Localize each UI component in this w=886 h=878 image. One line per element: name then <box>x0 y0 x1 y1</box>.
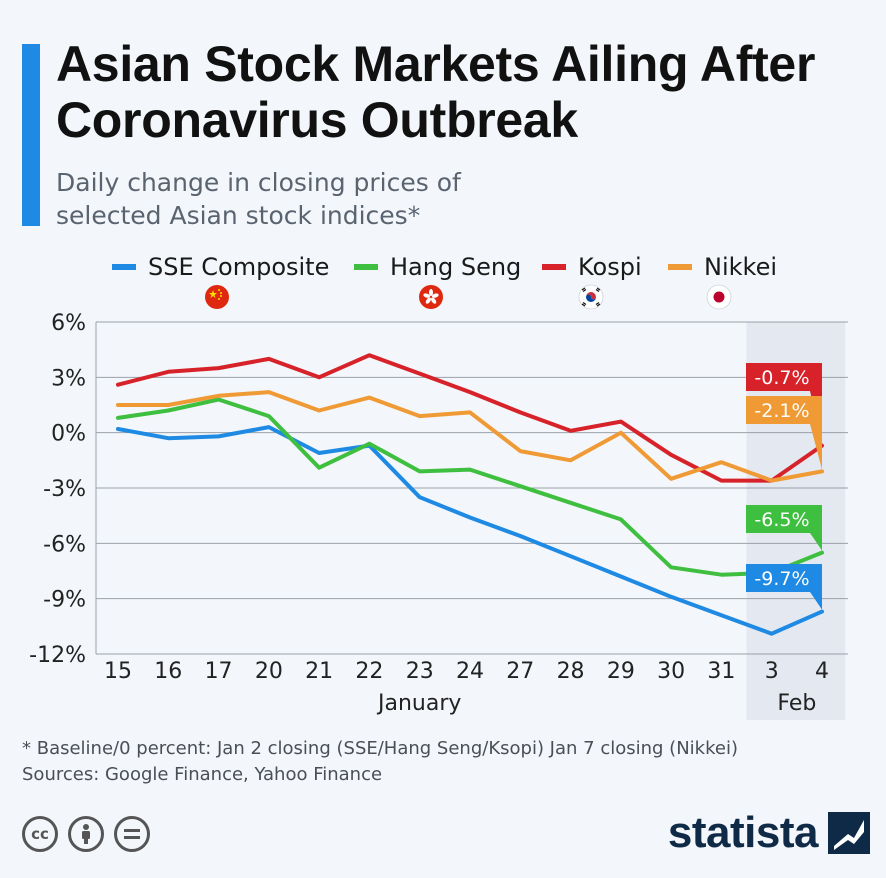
cc-icon[interactable]: cc <box>22 816 58 852</box>
footnote: * Baseline/0 percent: Jan 2 closing (SSE… <box>22 736 872 788</box>
page-subtitle: Daily change in closing prices of select… <box>56 166 756 232</box>
series-line-hang-seng <box>116 397 824 577</box>
x-tick-label: 4 <box>815 659 829 684</box>
brand-name: statista <box>667 808 819 857</box>
x-tick-label: 23 <box>406 659 434 684</box>
chart-legend: SSE Composite Hang Seng Kospi Nikkei <box>0 250 886 320</box>
x-tick-label: 24 <box>456 659 484 684</box>
x-tick-label: 20 <box>255 659 283 684</box>
end-label-box <box>746 505 822 551</box>
page-title: Asian Stock Markets Ailing After Coronav… <box>56 36 816 148</box>
end-value-label: -6.5% <box>754 509 809 531</box>
y-tick-label: -6% <box>43 532 86 557</box>
y-tick-label: 6% <box>51 311 86 336</box>
end-label-box <box>746 363 822 444</box>
legend-swatch <box>542 264 566 270</box>
x-tick-label: 29 <box>607 659 635 684</box>
legend-label: Kospi <box>578 253 642 281</box>
x-tick-label: 17 <box>205 659 233 684</box>
x-tick-label: 22 <box>355 659 383 684</box>
title-accent-bar <box>22 44 40 226</box>
series-line-kospi <box>116 353 824 483</box>
x-tick-label: 30 <box>657 659 685 684</box>
japan-flag-icon <box>706 284 732 310</box>
legend-item-nikkei: Nikkei <box>668 250 777 284</box>
y-tick-label: 3% <box>51 366 86 391</box>
end-label-box <box>746 396 822 470</box>
y-tick-label: -3% <box>43 477 86 502</box>
legend-label: Hang Seng <box>390 253 522 281</box>
end-value-label: -0.7% <box>754 367 809 389</box>
x-tick-label: 31 <box>707 659 735 684</box>
x-tick-label: 28 <box>557 659 585 684</box>
subtitle-line-1: Daily change in closing prices of <box>56 168 461 197</box>
legend-item-kospi: Kospi <box>542 250 642 284</box>
footnote-sources: Sources: Google Finance, Yahoo Finance <box>22 764 383 785</box>
south-korea-flag-icon <box>578 284 604 310</box>
series-line-nikkei <box>116 390 824 483</box>
legend-item-hang-seng: Hang Seng <box>354 250 521 284</box>
legend-item-sse-composite: SSE Composite <box>112 250 329 284</box>
subtitle-line-2: selected Asian stock indices* <box>56 201 421 230</box>
month-label: January <box>376 691 461 716</box>
y-tick-label: -9% <box>43 588 86 613</box>
end-value-label: -2.1% <box>754 400 809 422</box>
statista-logo-icon <box>828 812 870 854</box>
statista-logo[interactable]: statista <box>620 808 870 858</box>
legend-label: Nikkei <box>704 253 777 281</box>
x-tick-label: 21 <box>305 659 333 684</box>
end-value-label: -9.7% <box>754 568 809 590</box>
legend-swatch <box>112 264 136 270</box>
legend-label: SSE Composite <box>148 253 330 281</box>
x-tick-label: 27 <box>506 659 534 684</box>
legend-swatch <box>354 264 378 270</box>
x-tick-label: 15 <box>104 659 132 684</box>
hong-kong-flag-icon <box>419 285 443 309</box>
attribution-icon[interactable] <box>68 816 104 852</box>
month-label: Feb <box>777 691 816 716</box>
end-label-box <box>746 564 822 610</box>
no-derivatives-icon[interactable] <box>114 816 150 852</box>
footnote-baseline: * Baseline/0 percent: Jan 2 closing (SSE… <box>22 738 738 759</box>
series-line-sse-composite <box>116 425 824 636</box>
y-tick-label: 0% <box>51 422 86 447</box>
license-icons: cc <box>22 816 150 856</box>
x-tick-label: 3 <box>765 659 779 684</box>
x-tick-label: 16 <box>154 659 182 684</box>
legend-swatch <box>668 264 692 270</box>
y-tick-label: -12% <box>29 643 86 668</box>
china-flag-icon <box>205 285 229 309</box>
